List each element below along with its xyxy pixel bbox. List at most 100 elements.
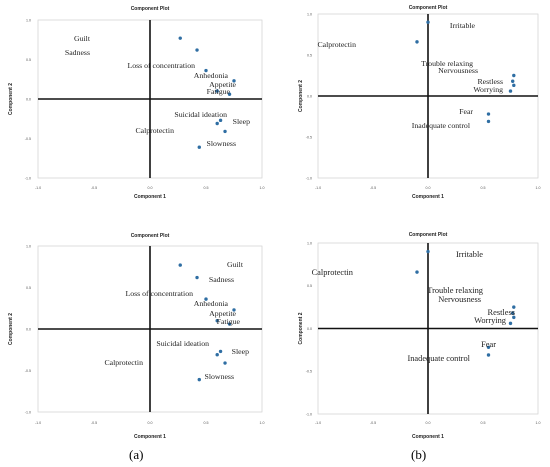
- y-tick-label: 0.0: [307, 327, 312, 331]
- x-tick-label: 0.0: [426, 186, 431, 190]
- data-point-label: Calprotectin: [317, 40, 356, 49]
- chart-title: Component Plot: [131, 6, 170, 12]
- x-tick-label: 0.0: [148, 421, 153, 425]
- y-axis-label: Component 2: [8, 313, 14, 345]
- data-point-label: Inadequate control: [407, 354, 470, 363]
- y-tick-label: -1.0: [25, 410, 31, 414]
- y-tick-label: 1.0: [26, 244, 31, 248]
- x-tick-label: -1.0: [315, 421, 321, 425]
- data-point-label: Irritable: [456, 250, 483, 259]
- data-point-label: Nervousness: [438, 66, 478, 75]
- data-point: [178, 36, 182, 40]
- y-tick-label: 0.5: [26, 58, 31, 62]
- data-point: [195, 275, 199, 280]
- x-tick-label: 0.5: [204, 186, 209, 190]
- data-point: [511, 311, 515, 315]
- data-point-label: Suicidal ideation: [156, 339, 209, 348]
- x-tick-label: 1.0: [260, 186, 265, 190]
- x-tick-label: 1.0: [536, 421, 541, 425]
- data-point-label: Worrying: [473, 85, 503, 94]
- data-point-label: Appetite: [209, 309, 236, 318]
- data-point: [512, 73, 516, 78]
- data-point: [508, 89, 513, 93]
- y-tick-label: 0.0: [26, 97, 31, 101]
- x-tick-label: 0.5: [481, 186, 486, 190]
- data-point: [227, 92, 232, 96]
- data-point-label: Sadness: [209, 275, 234, 284]
- y-axis-label: Component 2: [298, 312, 304, 344]
- data-point-label: Sadness: [65, 48, 90, 57]
- x-tick-label: -0.5: [91, 186, 97, 190]
- data-point: [227, 322, 232, 326]
- data-point: [232, 308, 236, 312]
- data-point-label: Suicidal ideation: [174, 110, 227, 119]
- y-tick-label: 0.5: [26, 286, 31, 290]
- chart-title: Component Plot: [409, 232, 448, 238]
- caption-b: (b): [411, 447, 427, 462]
- x-tick-label: -1.0: [35, 186, 41, 190]
- y-tick-label: 0.5: [307, 53, 312, 57]
- data-point-label: Anhedonia: [194, 299, 229, 308]
- x-tick-label: -1.0: [315, 186, 321, 190]
- data-point-label: Calprotectin: [135, 126, 174, 135]
- data-point-label: Inadequate control: [412, 121, 471, 130]
- data-point: [511, 79, 515, 83]
- component-plot-a-top: Component Plot Component 1 Component 2 -1.0…: [8, 6, 265, 200]
- data-point-label: Loss of concentration: [125, 289, 193, 298]
- data-point-label: Trouble relaxing: [421, 59, 473, 68]
- data-point: [218, 118, 223, 123]
- x-tick-label: 1.0: [536, 186, 541, 190]
- data-point-label: Restless: [488, 308, 515, 317]
- data-point: [512, 315, 516, 320]
- y-axis-label: Component 2: [8, 83, 14, 115]
- data-point: [197, 145, 201, 149]
- x-tick-label: -0.5: [370, 421, 376, 425]
- data-point-label: Guilt: [74, 34, 91, 43]
- data-point-label: Appetite: [209, 80, 236, 89]
- data-point: [508, 321, 513, 326]
- y-tick-label: -0.5: [306, 135, 312, 139]
- chart-title: Component Plot: [131, 233, 170, 239]
- x-tick-label: -1.0: [35, 421, 41, 425]
- data-point: [415, 40, 419, 44]
- data-point: [486, 119, 491, 124]
- data-point-label: Fear: [459, 107, 473, 116]
- data-point: [486, 112, 491, 116]
- data-point-label: Slowness: [207, 139, 236, 148]
- y-tick-label: -0.5: [306, 370, 312, 374]
- data-point-label: Loss of concentration: [127, 61, 195, 70]
- data-point: [486, 353, 491, 357]
- data-point: [195, 48, 199, 52]
- x-tick-label: 1.0: [260, 421, 265, 425]
- x-axis-label: Component 1: [134, 194, 166, 200]
- data-point-label: Sleep: [232, 347, 249, 356]
- y-tick-label: 1.0: [307, 12, 312, 16]
- data-point: [223, 361, 227, 365]
- data-point-label: Fear: [481, 340, 496, 349]
- chart-title: Component Plot: [409, 5, 448, 11]
- data-point-label: Calprotectin: [312, 268, 354, 277]
- x-tick-label: 0.0: [148, 186, 153, 190]
- x-tick-label: -0.5: [91, 421, 97, 425]
- data-point: [426, 249, 430, 254]
- data-point-label: Restless: [477, 77, 503, 86]
- caption-a: (a): [129, 447, 144, 462]
- y-tick-label: 1.0: [307, 241, 312, 245]
- y-tick-label: -0.5: [25, 369, 31, 373]
- x-tick-label: 0.0: [426, 421, 431, 425]
- y-tick-label: -0.5: [25, 137, 31, 141]
- y-tick-label: 0.5: [307, 284, 312, 288]
- y-tick-label: 0.0: [307, 94, 312, 98]
- data-point: [215, 89, 219, 93]
- data-point: [215, 121, 219, 126]
- data-point-label: Trouble relaxing: [427, 286, 484, 295]
- data-point-label: Nervousness: [438, 295, 481, 304]
- component-plot-a-bottom: Component Plot Component 1 Component 2 -1.0…: [8, 233, 265, 440]
- data-point: [197, 377, 201, 382]
- data-point-label: Fatigue: [207, 87, 231, 96]
- x-axis-label: Component 1: [134, 434, 166, 440]
- y-tick-label: -1.0: [25, 176, 31, 180]
- y-axis-label: Component 2: [298, 80, 304, 112]
- data-point-label: Fatigue: [217, 317, 241, 326]
